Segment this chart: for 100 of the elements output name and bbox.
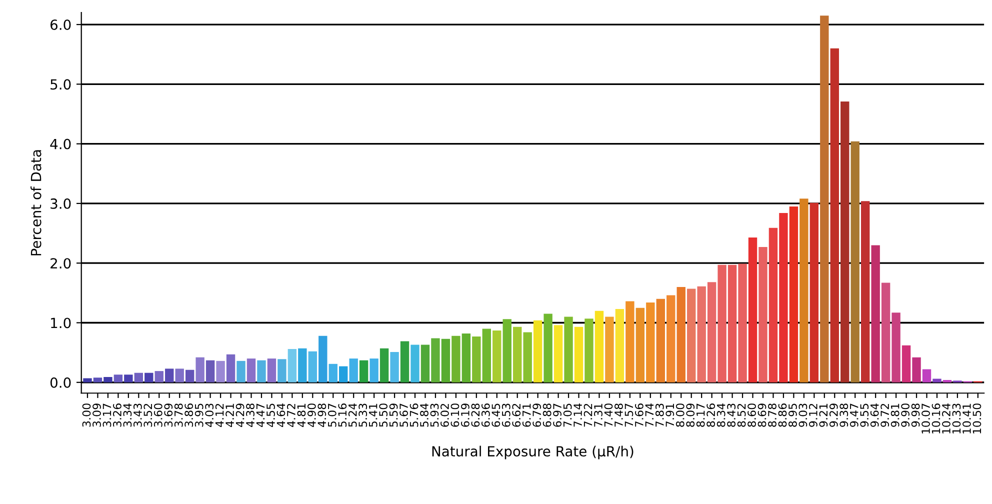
bar <box>932 378 942 382</box>
bar <box>278 359 286 382</box>
x-tick-label: 3.09 <box>92 404 101 427</box>
x-tick-label: 3.52 <box>144 404 152 427</box>
x-tick-label: 5.59 <box>389 404 398 427</box>
x-tick-label: 4.03 <box>205 404 214 428</box>
x-tick-label: 7.74 <box>645 403 654 427</box>
x-tick-label: 9.98 <box>911 404 920 427</box>
x-tick-label: 8.34 <box>716 403 726 427</box>
bar <box>339 366 348 382</box>
x-tick-label: 6.79 <box>532 404 542 427</box>
bar <box>830 48 839 382</box>
x-tick-label: 3.26 <box>113 404 122 427</box>
x-tick-label: 5.93 <box>430 404 439 427</box>
x-tick-label: 5.76 <box>410 404 418 427</box>
bar <box>462 333 471 382</box>
x-tick-label: 5.84 <box>420 403 428 427</box>
x-tick-label: 7.31 <box>594 404 602 427</box>
x-tick-label: 6.53 <box>502 404 510 427</box>
x-tick-label: 4.72 <box>287 404 296 428</box>
x-tick-label: 7.91 <box>666 404 674 427</box>
bar <box>452 336 460 382</box>
x-tick-label: 6.02 <box>440 404 449 427</box>
x-tick-label: 5.24 <box>348 403 357 427</box>
x-tick-label: 8.69 <box>758 404 766 427</box>
bar <box>420 344 430 382</box>
x-tick-label: 8.09 <box>686 404 695 427</box>
x-tick-label: 8.00 <box>676 404 684 427</box>
x-tick-label: 6.88 <box>542 404 552 427</box>
bar <box>257 360 266 382</box>
x-tick-label: 6.62 <box>512 404 521 427</box>
bar <box>544 314 552 382</box>
bar <box>359 360 368 382</box>
bar <box>922 369 932 382</box>
bar <box>114 374 123 382</box>
x-tick-label: 5.33 <box>358 404 368 427</box>
x-tick-label: 3.43 <box>133 404 142 427</box>
x-tick-label: 6.28 <box>471 404 480 427</box>
x-tick-label: 8.60 <box>748 404 756 427</box>
bar <box>523 332 532 382</box>
x-tick-label: 10.16 <box>932 404 940 434</box>
bar <box>236 360 246 382</box>
x-tick-label: 9.72 <box>880 404 890 427</box>
x-tick-label: 7.48 <box>614 404 623 427</box>
x-tick-label: 8.17 <box>696 404 705 427</box>
x-tick-label: 6.45 <box>492 404 500 427</box>
y-tick-label: 0.0 <box>50 377 71 388</box>
x-tick-label: 5.07 <box>328 404 336 427</box>
bar <box>850 141 860 382</box>
y-tick-label: 6.0 <box>50 19 71 30</box>
bar <box>748 237 758 382</box>
bar <box>390 352 399 382</box>
x-tick-label: 8.78 <box>768 404 776 427</box>
y-tick-label: 4.0 <box>50 138 71 150</box>
x-tick-label: 3.78 <box>174 404 183 427</box>
x-tick-label: 10.41 <box>962 404 971 434</box>
bar <box>892 312 900 382</box>
x-tick-label: 7.40 <box>604 404 613 427</box>
bar <box>154 371 164 382</box>
x-tick-label: 4.64 <box>276 403 286 428</box>
x-tick-label: 5.50 <box>379 404 388 427</box>
x-tick-label: 7.05 <box>563 404 572 427</box>
x-tick-label: 10.07 <box>922 404 930 434</box>
x-tick-label: 9.12 <box>808 404 818 427</box>
bar <box>410 344 420 382</box>
bar <box>860 201 870 382</box>
bar <box>298 348 307 382</box>
bar <box>472 336 481 382</box>
x-tick-label: 9.64 <box>870 403 879 427</box>
x-tick-label: 4.29 <box>236 404 244 428</box>
x-tick-label: 4.90 <box>307 404 316 428</box>
x-tick-label: 7.66 <box>634 404 644 427</box>
x-tick-label: 3.34 <box>123 403 132 427</box>
x-tick-label: 7.83 <box>655 404 664 427</box>
bar <box>175 368 184 382</box>
x-tick-label: 4.81 <box>297 404 306 428</box>
bar <box>789 206 798 382</box>
x-tick-label: 5.67 <box>400 404 408 427</box>
bar <box>308 351 318 382</box>
x-tick-label: 9.47 <box>850 404 858 427</box>
x-tick-label: 7.14 <box>574 403 582 427</box>
bar <box>380 348 389 382</box>
x-tick-label: 3.17 <box>102 404 112 427</box>
bar <box>349 358 358 382</box>
bar <box>574 326 584 382</box>
bar <box>615 309 624 382</box>
bar <box>605 316 614 382</box>
bar <box>779 213 788 382</box>
bar <box>318 336 328 382</box>
x-tick-label: 10.24 <box>942 403 950 434</box>
y-tick-label: 5.0 <box>50 79 71 90</box>
bar <box>800 198 808 382</box>
y-tick-label: 2.0 <box>50 258 71 269</box>
x-tick-label: 8.26 <box>706 404 716 427</box>
x-tick-label: 4.12 <box>215 404 224 428</box>
bar <box>165 368 174 382</box>
x-tick-label: 4.38 <box>246 404 254 428</box>
x-tick-label: 6.36 <box>481 404 490 427</box>
bar <box>533 320 542 382</box>
x-tick-label: 6.19 <box>460 404 470 427</box>
